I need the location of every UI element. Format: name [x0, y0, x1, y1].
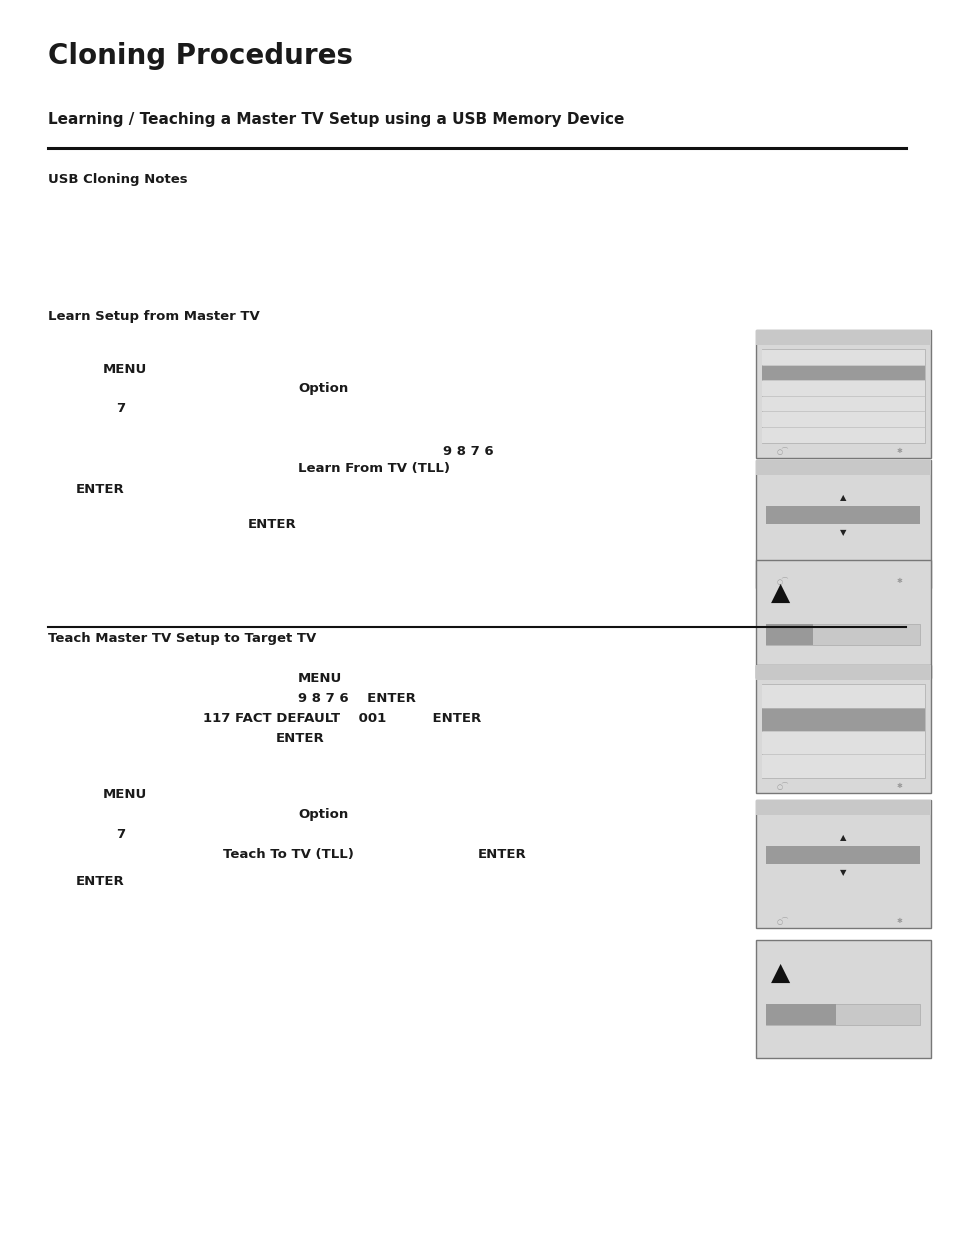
Text: ▼: ▼	[840, 868, 846, 877]
Text: ▼: ▼	[840, 529, 846, 537]
Bar	[761, 382, 923, 396]
Text: ○⁀: ○⁀	[776, 447, 787, 454]
Bar	[761, 685, 923, 708]
Text: ENTER: ENTER	[477, 848, 526, 861]
Bar	[761, 709, 923, 731]
Text: ○⁀: ○⁀	[776, 918, 787, 925]
Bar	[761, 427, 923, 442]
Bar	[765, 1004, 835, 1025]
Text: Teach Master TV Setup to Target TV: Teach Master TV Setup to Target TV	[48, 632, 315, 645]
Bar	[755, 330, 930, 346]
Bar	[755, 800, 930, 927]
Bar	[761, 350, 923, 442]
Text: ENTER: ENTER	[76, 876, 125, 888]
Bar	[765, 1004, 920, 1025]
Bar	[765, 846, 920, 864]
Text: MENU: MENU	[103, 363, 147, 375]
Text: 7: 7	[116, 403, 125, 415]
Text: ▲: ▲	[840, 832, 846, 841]
Text: 9 8 7 6: 9 8 7 6	[442, 445, 493, 458]
Bar	[755, 459, 930, 588]
Text: Learn From TV (TLL): Learn From TV (TLL)	[297, 462, 450, 475]
Text: Cloning Procedures: Cloning Procedures	[48, 42, 353, 70]
Bar	[755, 940, 930, 1058]
Bar	[755, 459, 930, 475]
Text: ✱: ✱	[896, 448, 902, 454]
Text: 117 FACT DEFAULT    001          ENTER: 117 FACT DEFAULT 001 ENTER	[203, 713, 480, 725]
Text: 7: 7	[116, 827, 125, 841]
Text: USB Cloning Notes: USB Cloning Notes	[48, 173, 188, 186]
Text: ENTER: ENTER	[248, 517, 296, 531]
Text: ✱: ✱	[896, 918, 902, 924]
Bar	[761, 350, 923, 364]
Bar	[761, 366, 923, 380]
Text: ✱: ✱	[896, 578, 902, 584]
Text: Option: Option	[297, 382, 348, 395]
Bar	[765, 506, 920, 524]
Text: ○⁀: ○⁀	[776, 577, 787, 585]
Text: MENU: MENU	[297, 672, 342, 685]
Bar	[765, 624, 920, 645]
Bar	[755, 330, 930, 458]
Text: ▲: ▲	[770, 580, 789, 605]
Bar	[761, 684, 923, 778]
Bar	[755, 800, 930, 815]
Text: MENU: MENU	[103, 788, 147, 802]
Text: ▲: ▲	[770, 961, 789, 986]
Bar	[755, 664, 930, 793]
Bar	[761, 412, 923, 427]
Text: ENTER: ENTER	[76, 483, 125, 496]
Bar	[755, 559, 930, 678]
Text: ENTER: ENTER	[275, 732, 324, 745]
Text: Teach To TV (TLL): Teach To TV (TLL)	[223, 848, 354, 861]
Bar	[765, 624, 812, 645]
Text: Learn Setup from Master TV: Learn Setup from Master TV	[48, 310, 259, 324]
Text: ▲: ▲	[840, 493, 846, 501]
Text: Option: Option	[297, 808, 348, 821]
Bar	[755, 664, 930, 680]
Bar	[761, 755, 923, 778]
Bar	[761, 731, 923, 755]
Bar	[761, 396, 923, 411]
Text: ✱: ✱	[896, 783, 902, 789]
Text: 9 8 7 6    ENTER: 9 8 7 6 ENTER	[297, 692, 416, 705]
Text: Learning / Teaching a Master TV Setup using a USB Memory Device: Learning / Teaching a Master TV Setup us…	[48, 112, 623, 127]
Text: ○⁀: ○⁀	[776, 782, 787, 790]
